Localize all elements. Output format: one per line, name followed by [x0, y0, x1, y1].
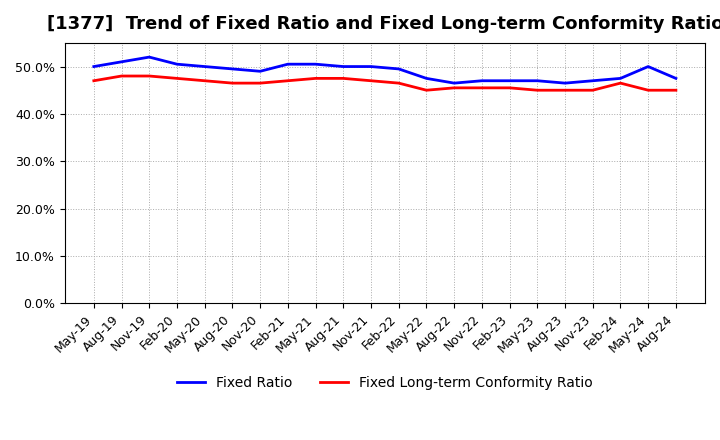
Fixed Ratio: [561, 81, 570, 86]
Legend: Fixed Ratio, Fixed Long-term Conformity Ratio: Fixed Ratio, Fixed Long-term Conformity …: [171, 370, 598, 395]
Fixed Long-term Conformity Ratio: [311, 76, 320, 81]
Fixed Long-term Conformity Ratio: [588, 88, 597, 93]
Fixed Long-term Conformity Ratio: [256, 81, 264, 86]
Fixed Long-term Conformity Ratio: [173, 76, 181, 81]
Fixed Ratio: [228, 66, 237, 72]
Fixed Ratio: [173, 62, 181, 67]
Fixed Ratio: [616, 76, 625, 81]
Fixed Long-term Conformity Ratio: [450, 85, 459, 91]
Fixed Ratio: [311, 62, 320, 67]
Fixed Ratio: [477, 78, 486, 84]
Title: [1377]  Trend of Fixed Ratio and Fixed Long-term Conformity Ratio: [1377] Trend of Fixed Ratio and Fixed Lo…: [47, 15, 720, 33]
Fixed Long-term Conformity Ratio: [477, 85, 486, 91]
Line: Fixed Long-term Conformity Ratio: Fixed Long-term Conformity Ratio: [94, 76, 676, 90]
Fixed Long-term Conformity Ratio: [284, 78, 292, 84]
Fixed Ratio: [366, 64, 375, 69]
Fixed Long-term Conformity Ratio: [644, 88, 652, 93]
Fixed Ratio: [450, 81, 459, 86]
Fixed Ratio: [145, 55, 153, 60]
Fixed Long-term Conformity Ratio: [117, 73, 126, 79]
Fixed Long-term Conformity Ratio: [89, 78, 98, 84]
Fixed Ratio: [644, 64, 652, 69]
Fixed Long-term Conformity Ratio: [395, 81, 403, 86]
Fixed Long-term Conformity Ratio: [366, 78, 375, 84]
Fixed Long-term Conformity Ratio: [505, 85, 514, 91]
Fixed Long-term Conformity Ratio: [145, 73, 153, 79]
Fixed Long-term Conformity Ratio: [200, 78, 209, 84]
Fixed Ratio: [533, 78, 541, 84]
Fixed Ratio: [505, 78, 514, 84]
Fixed Ratio: [588, 78, 597, 84]
Fixed Long-term Conformity Ratio: [561, 88, 570, 93]
Fixed Ratio: [117, 59, 126, 65]
Fixed Ratio: [422, 76, 431, 81]
Fixed Long-term Conformity Ratio: [533, 88, 541, 93]
Fixed Ratio: [672, 76, 680, 81]
Line: Fixed Ratio: Fixed Ratio: [94, 57, 676, 83]
Fixed Ratio: [395, 66, 403, 72]
Fixed Long-term Conformity Ratio: [616, 81, 625, 86]
Fixed Long-term Conformity Ratio: [422, 88, 431, 93]
Fixed Ratio: [89, 64, 98, 69]
Fixed Ratio: [256, 69, 264, 74]
Fixed Long-term Conformity Ratio: [672, 88, 680, 93]
Fixed Ratio: [284, 62, 292, 67]
Fixed Ratio: [200, 64, 209, 69]
Fixed Long-term Conformity Ratio: [228, 81, 237, 86]
Fixed Ratio: [339, 64, 348, 69]
Fixed Long-term Conformity Ratio: [339, 76, 348, 81]
